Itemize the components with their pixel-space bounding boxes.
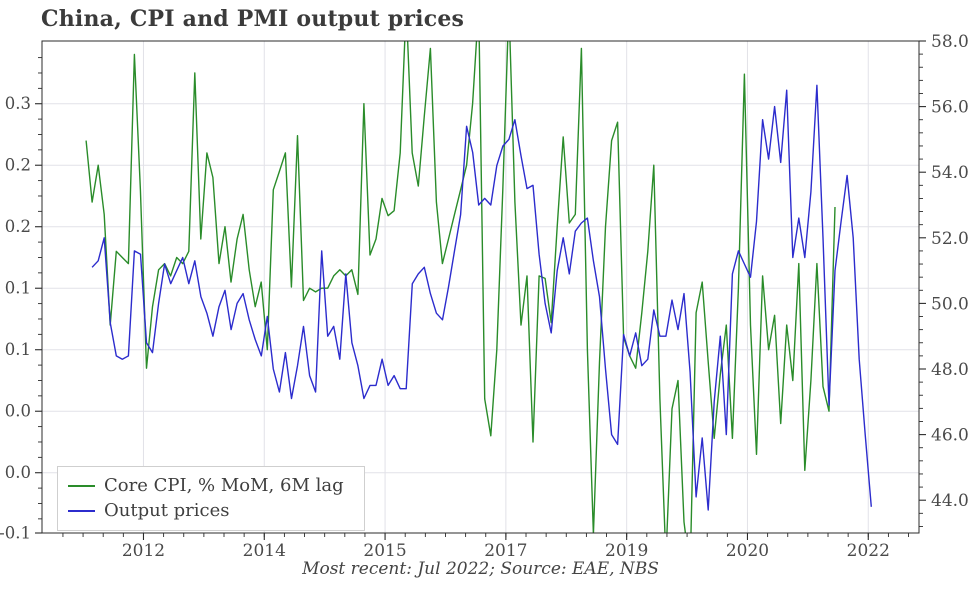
left-tick-label: 0.3	[5, 94, 31, 113]
source-note: Most recent: Jul 2022; Source: EAE, NBS	[302, 559, 659, 579]
right-tick-label: 52.0	[931, 229, 969, 249]
left-tick-label: 0.0	[5, 402, 31, 421]
plot-border	[41, 40, 920, 534]
right-tick-label: 58.0	[931, 32, 969, 52]
chart-title: China, CPI and PMI output prices	[41, 6, 465, 32]
left-tick-label: 0.2	[5, 217, 31, 236]
legend-label-output-prices: Output prices	[104, 500, 230, 521]
x-tick-label: 2020	[726, 541, 769, 561]
right-tick-label: 54.0	[931, 163, 969, 183]
right-tick-label: 50.0	[931, 294, 969, 314]
x-tick-label: 2019	[605, 541, 648, 561]
legend-line-sample-green	[68, 484, 95, 487]
x-tick-label: 2017	[484, 541, 527, 561]
legend: Core CPI, % MoM, 6M lag Output prices	[57, 466, 365, 531]
left-tick-label: 0.1	[5, 340, 31, 359]
right-tick-label: 56.0	[931, 98, 969, 118]
left-tick-label: 0.0	[5, 463, 31, 482]
x-tick-label: 2015	[363, 541, 406, 561]
x-tick-label: 2012	[122, 541, 165, 561]
series-line-output-prices	[91, 84, 872, 511]
legend-line-sample-blue	[68, 509, 95, 512]
legend-label-core-cpi: Core CPI, % MoM, 6M lag	[104, 475, 344, 496]
legend-item-output-prices: Output prices	[68, 498, 354, 523]
left-tick-label: 0.2	[5, 156, 31, 175]
right-tick-label: 46.0	[931, 426, 969, 446]
left-tick-label: -0.1	[0, 524, 31, 543]
legend-item-core-cpi: Core CPI, % MoM, 6M lag	[68, 473, 354, 498]
x-tick-label: 2014	[243, 541, 286, 561]
right-tick-label: 48.0	[931, 360, 969, 380]
left-tick-label: 0.1	[5, 279, 31, 298]
right-tick-label: 44.0	[931, 491, 969, 511]
x-tick-label: 2022	[847, 541, 890, 561]
series-line-core-cpi	[85, 41, 836, 533]
